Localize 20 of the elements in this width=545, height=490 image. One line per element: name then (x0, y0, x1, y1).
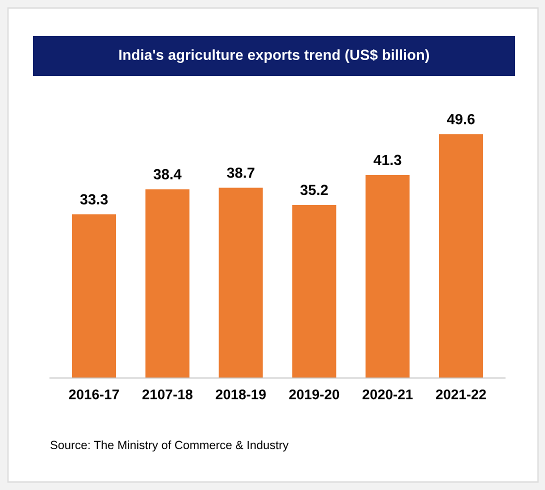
bar (292, 204, 336, 378)
bar (218, 188, 263, 378)
data-label: 41.3 (374, 154, 402, 166)
bar (145, 189, 190, 378)
data-label: 38.4 (154, 169, 182, 180)
x-tick-label: 2018-19 (216, 389, 266, 400)
x-tick-label: 2107-18 (142, 389, 192, 400)
data-label: 49.6 (447, 114, 475, 124)
bar (438, 134, 483, 378)
x-tick-label: 2021-22 (436, 389, 486, 400)
data-label: 33.3 (80, 194, 108, 204)
source-note: Source: The Ministry of Commerce & Industry (50, 440, 289, 452)
x-tick-label: 2020-21 (362, 389, 413, 400)
x-tick-label: 2019-20 (289, 389, 340, 400)
chart-title: India's agriculture exports trend (US$ billion) (119, 49, 429, 63)
bar (366, 174, 410, 378)
bar (72, 214, 116, 378)
x-tick-label: 2016-17 (69, 389, 119, 400)
data-label: 38.7 (226, 168, 254, 178)
data-label: 35.2 (300, 184, 328, 196)
